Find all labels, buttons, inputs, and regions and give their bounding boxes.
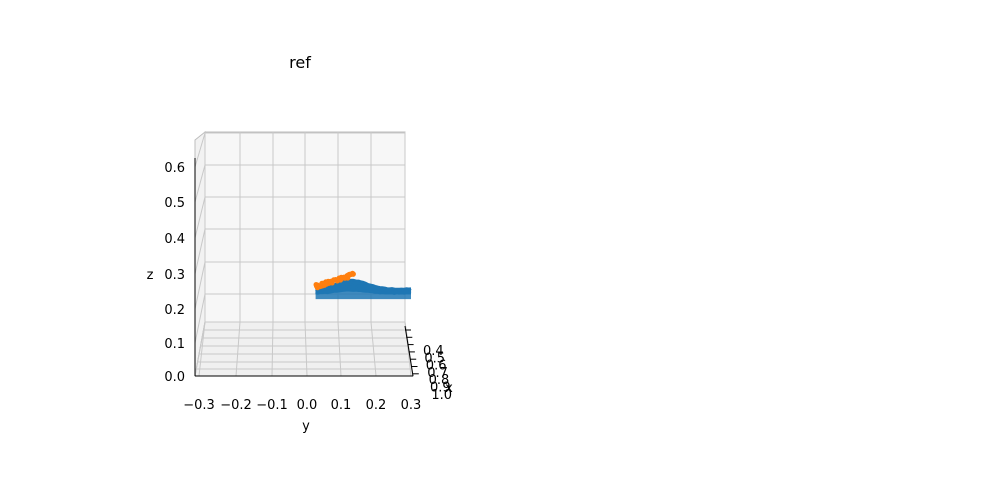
orange-point [350, 271, 356, 277]
grid-lines [194, 132, 414, 377]
side-grid-line [194, 196, 206, 239]
z-axis-label: z [147, 268, 154, 283]
y-tick-label: 0.2 [366, 398, 387, 413]
x-axis-line [404, 325, 414, 377]
orange-point [313, 283, 320, 289]
floor-grid-line [235, 321, 241, 377]
z-tick-label: 0.1 [164, 337, 185, 352]
x-tick-label: 0.5 [424, 351, 445, 366]
x-tick-label: 1.0 [431, 388, 452, 403]
x-tick-label: 0.7 [427, 366, 448, 381]
z-tick-label: 0.3 [164, 268, 185, 283]
side-grid-line [194, 293, 206, 344]
side-grid-line [194, 132, 206, 168]
floor-grid-line [337, 321, 342, 377]
y-tick-label: −0.3 [183, 398, 215, 413]
tick-labels: −0.3 −0.2 −0.1 0.0 0.1 0.2 0.30.00.10.20.30.40… [164, 161, 452, 413]
floor-grid-line [198, 321, 206, 377]
floor-grid-line [271, 321, 274, 377]
y-tick-label: 0.1 [331, 398, 352, 413]
side-grid-line [194, 228, 206, 275]
orange-point [334, 277, 341, 283]
side-grid-line [194, 164, 206, 203]
data-marks [313, 270, 412, 300]
orange-point [328, 279, 334, 285]
blue-surface-fill [315, 279, 411, 300]
z-tick-label: 0.6 [164, 161, 185, 176]
orange-point [322, 282, 328, 288]
z-tick-label: 0.2 [164, 303, 185, 318]
x-tick-label: 0.4 [423, 344, 444, 359]
x-tick-label: 0.8 [429, 373, 450, 388]
z-tick-label: 0.5 [164, 196, 185, 211]
side-grid-line [194, 261, 206, 310]
y-tick-label: 0.3 [401, 398, 422, 413]
y-tick-label: −0.2 [220, 398, 252, 413]
y-tick-label: −0.1 [256, 398, 288, 413]
orange-point [342, 274, 348, 280]
x-tick-label: 0.9 [430, 381, 451, 396]
floor-grid-line [370, 321, 377, 377]
z-tick-label: 0.4 [164, 232, 185, 247]
chart-title: ref [289, 53, 311, 72]
floor-grid-line [304, 321, 308, 377]
z-tick-label: 0.0 [164, 370, 185, 385]
y-tick-label: 0.0 [297, 398, 318, 413]
x-axis-label: x [445, 381, 453, 396]
x-tick-label: 0.6 [426, 359, 447, 374]
y-axis-label: y [302, 419, 310, 434]
side-grid-line [194, 321, 206, 377]
